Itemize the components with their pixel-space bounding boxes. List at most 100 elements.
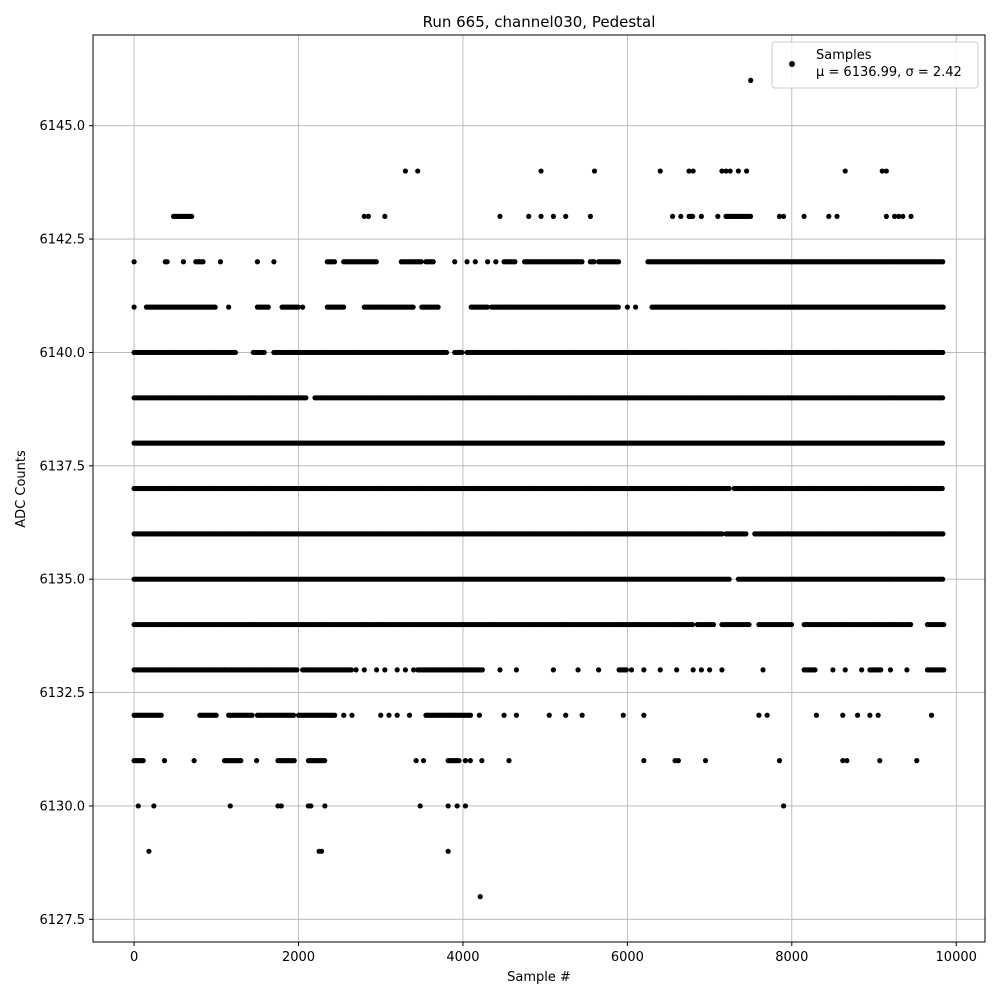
data-point: [164, 259, 170, 265]
data-point: [418, 259, 424, 265]
data-point: [904, 667, 910, 673]
legend: Samples μ = 6136.99, σ = 2.42: [771, 41, 979, 89]
data-point: [445, 803, 451, 809]
data-point: [158, 712, 164, 718]
data-point: [939, 440, 946, 446]
data-point: [189, 213, 195, 219]
data-point: [939, 395, 946, 401]
data-point: [550, 213, 556, 219]
data-point: [624, 304, 630, 310]
data-point: [842, 168, 848, 174]
data-point: [373, 259, 379, 265]
data-point: [254, 259, 261, 265]
data-point: [914, 758, 920, 764]
data-point: [788, 621, 795, 628]
legend-marker: [789, 61, 795, 67]
data-point: [341, 712, 347, 718]
data-point: [361, 213, 367, 219]
data-point: [227, 803, 233, 809]
data-point: [340, 304, 347, 310]
data-point: [295, 304, 301, 310]
data-point: [417, 803, 423, 809]
data-point: [538, 168, 544, 174]
y-tick-label: 6130.0: [40, 799, 86, 814]
data-point: [261, 349, 267, 356]
data-point: [331, 259, 338, 265]
data-point: [719, 531, 725, 537]
data-point: [940, 349, 946, 356]
data-point: [454, 803, 460, 809]
data-point: [420, 758, 427, 764]
data-point: [161, 758, 168, 764]
data-point: [840, 758, 846, 764]
data-point: [615, 304, 621, 310]
data-point: [226, 304, 232, 310]
data-point: [394, 712, 400, 718]
data-point: [322, 758, 328, 764]
data-point: [467, 712, 474, 718]
data-point: [212, 304, 218, 310]
data-point: [151, 803, 157, 809]
data-point: [678, 213, 684, 219]
data-point: [743, 168, 750, 174]
data-point: [939, 485, 945, 492]
data-point: [747, 213, 754, 219]
data-point: [200, 259, 206, 265]
data-point: [596, 667, 602, 673]
legend-series-label: Samples: [816, 48, 872, 63]
data-point: [415, 168, 421, 174]
data-point: [723, 168, 729, 174]
data-point: [374, 667, 380, 673]
data-point: [710, 621, 717, 628]
data-point: [382, 213, 388, 219]
data-point: [411, 667, 417, 673]
data-point: [290, 712, 297, 718]
data-point: [690, 168, 696, 174]
data-point: [674, 667, 680, 673]
data-point: [726, 576, 732, 582]
data-point: [879, 168, 885, 174]
data-point: [445, 848, 451, 854]
data-point: [382, 667, 388, 673]
data-point: [801, 213, 807, 219]
data-point: [146, 848, 152, 854]
data-point: [217, 259, 224, 265]
data-point: [715, 213, 721, 219]
data-point: [698, 213, 704, 219]
data-point: [479, 667, 485, 673]
data-point: [579, 712, 585, 718]
data-point: [776, 213, 783, 219]
data-point: [361, 667, 367, 673]
y-tick-label: 6140.0: [40, 346, 86, 361]
data-point: [249, 712, 255, 718]
data-point: [456, 758, 462, 764]
data-point: [780, 803, 787, 809]
data-point: [706, 667, 713, 673]
data-point: [550, 667, 556, 673]
data-point: [883, 168, 889, 174]
data-point: [497, 213, 503, 219]
data-point: [675, 758, 681, 764]
data-point: [131, 259, 137, 265]
data-point: [726, 485, 732, 492]
data-point: [579, 259, 585, 265]
x-tick-label: 0: [130, 950, 138, 965]
data-point: [591, 259, 597, 265]
data-point: [563, 213, 569, 219]
data-point: [875, 712, 881, 718]
data-point: [472, 259, 478, 265]
y-tick-label: 6137.5: [40, 459, 86, 474]
data-point: [891, 213, 898, 219]
data-point: [928, 712, 935, 718]
x-axis-label: Sample #: [507, 970, 571, 985]
data-point: [719, 168, 725, 174]
data-point: [686, 168, 692, 174]
data-point: [776, 758, 783, 764]
legend-stats-label: μ = 6136.99, σ = 2.42: [816, 65, 962, 80]
data-point: [657, 168, 663, 174]
data-point: [394, 667, 400, 673]
data-point: [303, 395, 309, 401]
data-point: [131, 304, 137, 310]
data-point: [140, 758, 146, 764]
